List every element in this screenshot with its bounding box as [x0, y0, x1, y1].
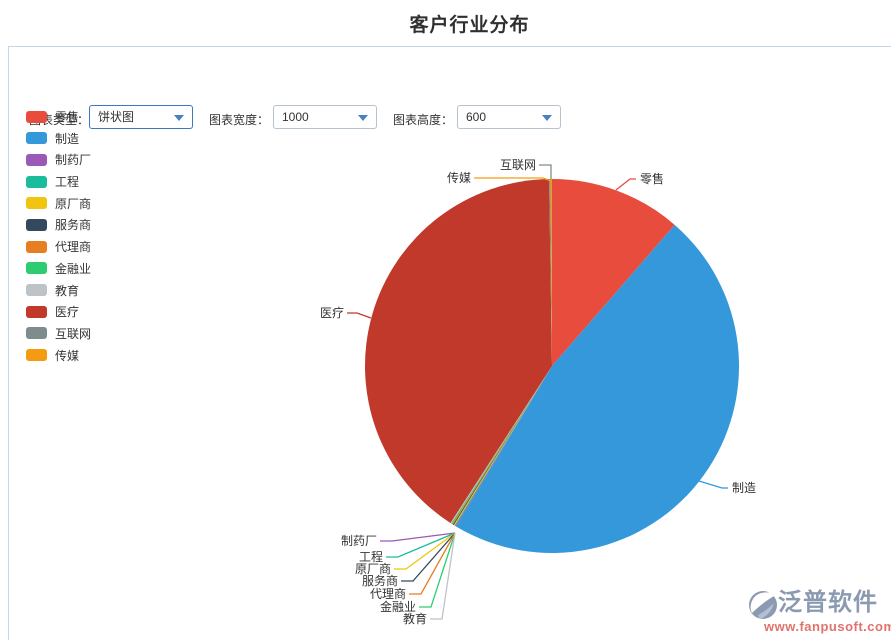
slice-label: 教育: [403, 611, 427, 626]
slice-leader-line: [430, 532, 456, 620]
watermark-brand: 泛普软件: [778, 589, 878, 616]
pie-slice-2[interactable]: [455, 366, 552, 527]
slice-leader-line: [347, 312, 372, 319]
legend-item-label: 原厂商: [55, 196, 92, 211]
legend-item[interactable]: 金融业: [26, 261, 92, 276]
legend: 零售制造制药厂工程原厂商服务商代理商金融业教育医疗互联网传媒: [26, 110, 91, 370]
slice-leader-line: [419, 532, 456, 608]
slice-label: 金融业: [380, 599, 416, 614]
chart-height-label: 图表高度：: [393, 113, 454, 127]
slice-label: 制药厂: [341, 534, 377, 548]
legend-swatch-icon: [26, 327, 47, 340]
slice-leader-line: [394, 532, 456, 570]
legend-swatch-icon: [26, 284, 47, 296]
legend-item-label: 服务商: [55, 218, 92, 233]
legend-item[interactable]: 医疗: [26, 305, 91, 320]
slice-leader-line: [409, 532, 456, 595]
legend-swatch-icon: [26, 132, 47, 145]
slice-label: 互联网: [500, 158, 536, 172]
slice-leader-line: [615, 178, 636, 191]
legend-item[interactable]: 教育: [26, 283, 91, 298]
chart-width-label: 图表宽度：: [209, 113, 270, 127]
chart-width-value: 1000: [282, 110, 309, 124]
chart-height-select[interactable]: 600: [457, 105, 561, 129]
chevron-down-icon: [358, 115, 368, 121]
legend-item[interactable]: 服务商: [26, 218, 92, 233]
slice-label: 服务商: [362, 573, 398, 588]
pie-slice-0[interactable]: [552, 179, 675, 366]
legend-swatch-icon: [26, 262, 47, 275]
legend-swatch-icon: [26, 349, 47, 362]
fanpu-logo-icon: [749, 591, 777, 619]
legend-item-label: 零售: [55, 110, 80, 124]
slice-label: 工程: [359, 549, 383, 564]
legend-item[interactable]: 原厂商: [26, 196, 92, 211]
pie-slice-10[interactable]: [549, 179, 552, 366]
chart-type-select[interactable]: 饼状图: [89, 105, 193, 129]
slice-label: 制造: [732, 481, 756, 495]
legend-swatch-icon: [26, 240, 47, 253]
legend-item-label: 传媒: [55, 348, 80, 363]
slice-leader-line: [386, 532, 456, 558]
pie-slice-8[interactable]: [450, 366, 552, 524]
pie-slice-3[interactable]: [454, 366, 552, 527]
legend-item-label: 制药厂: [55, 153, 92, 168]
legend-item-label: 工程: [55, 175, 80, 190]
legend-item-label: 金融业: [55, 261, 92, 276]
chart-panel: 图表类型： 饼状图 图表宽度： 1000 图表高度： 600: [8, 46, 891, 640]
pie-slice-11[interactable]: [550, 179, 552, 366]
legend-item-label: 代理商: [55, 240, 92, 255]
legend-item[interactable]: 制药厂: [26, 153, 92, 168]
pie-slice-6[interactable]: [452, 366, 552, 525]
slice-leader-line: [401, 532, 456, 582]
legend-item-label: 制造: [55, 131, 80, 146]
pie-slice-9[interactable]: [365, 179, 552, 524]
legend-item-label: 互联网: [55, 326, 92, 341]
legend-item[interactable]: 工程: [26, 175, 91, 190]
legend-swatch-icon: [26, 110, 47, 123]
slice-leader-line: [474, 177, 552, 182]
watermark-url: www.fanpusoft.com: [764, 619, 891, 634]
legend-swatch-icon: [26, 175, 47, 188]
slice-label: 代理商: [370, 586, 406, 601]
legend-item[interactable]: 制造: [26, 131, 91, 146]
chart-type-value: 饼状图: [98, 110, 135, 124]
legend-item[interactable]: 传媒: [26, 348, 91, 363]
pie-slice-5[interactable]: [452, 366, 552, 526]
slice-label: 传媒: [447, 170, 471, 185]
chevron-down-icon: [174, 115, 184, 121]
legend-item[interactable]: 代理商: [26, 240, 92, 255]
legend-item-label: 医疗: [55, 305, 80, 320]
slice-leader-line: [539, 164, 552, 179]
slice-leader-line: [380, 532, 456, 542]
chart-width-select[interactable]: 1000: [273, 105, 377, 129]
legend-item-label: 教育: [55, 283, 80, 298]
slice-label: 零售: [640, 171, 664, 186]
legend-swatch-icon: [26, 218, 47, 231]
legend-item[interactable]: 零售: [26, 110, 91, 124]
slice-label: 医疗: [320, 306, 344, 320]
legend-swatch-icon: [26, 305, 47, 318]
page-title: 客户行业分布: [409, 15, 530, 36]
legend-swatch-icon: [26, 197, 47, 210]
slice-leader-line: [698, 480, 728, 489]
slice-label: 原厂商: [355, 561, 391, 576]
legend-swatch-icon: [26, 153, 47, 166]
pie-slice-7[interactable]: [451, 366, 552, 525]
chevron-down-icon: [542, 115, 552, 121]
legend-item[interactable]: 互联网: [26, 326, 92, 341]
pie-slice-4[interactable]: [453, 366, 552, 526]
chart-height-value: 600: [466, 110, 487, 124]
watermark: 泛普软件 www.fanpusoft.com: [748, 589, 891, 634]
pie-slice-1[interactable]: [456, 224, 740, 554]
